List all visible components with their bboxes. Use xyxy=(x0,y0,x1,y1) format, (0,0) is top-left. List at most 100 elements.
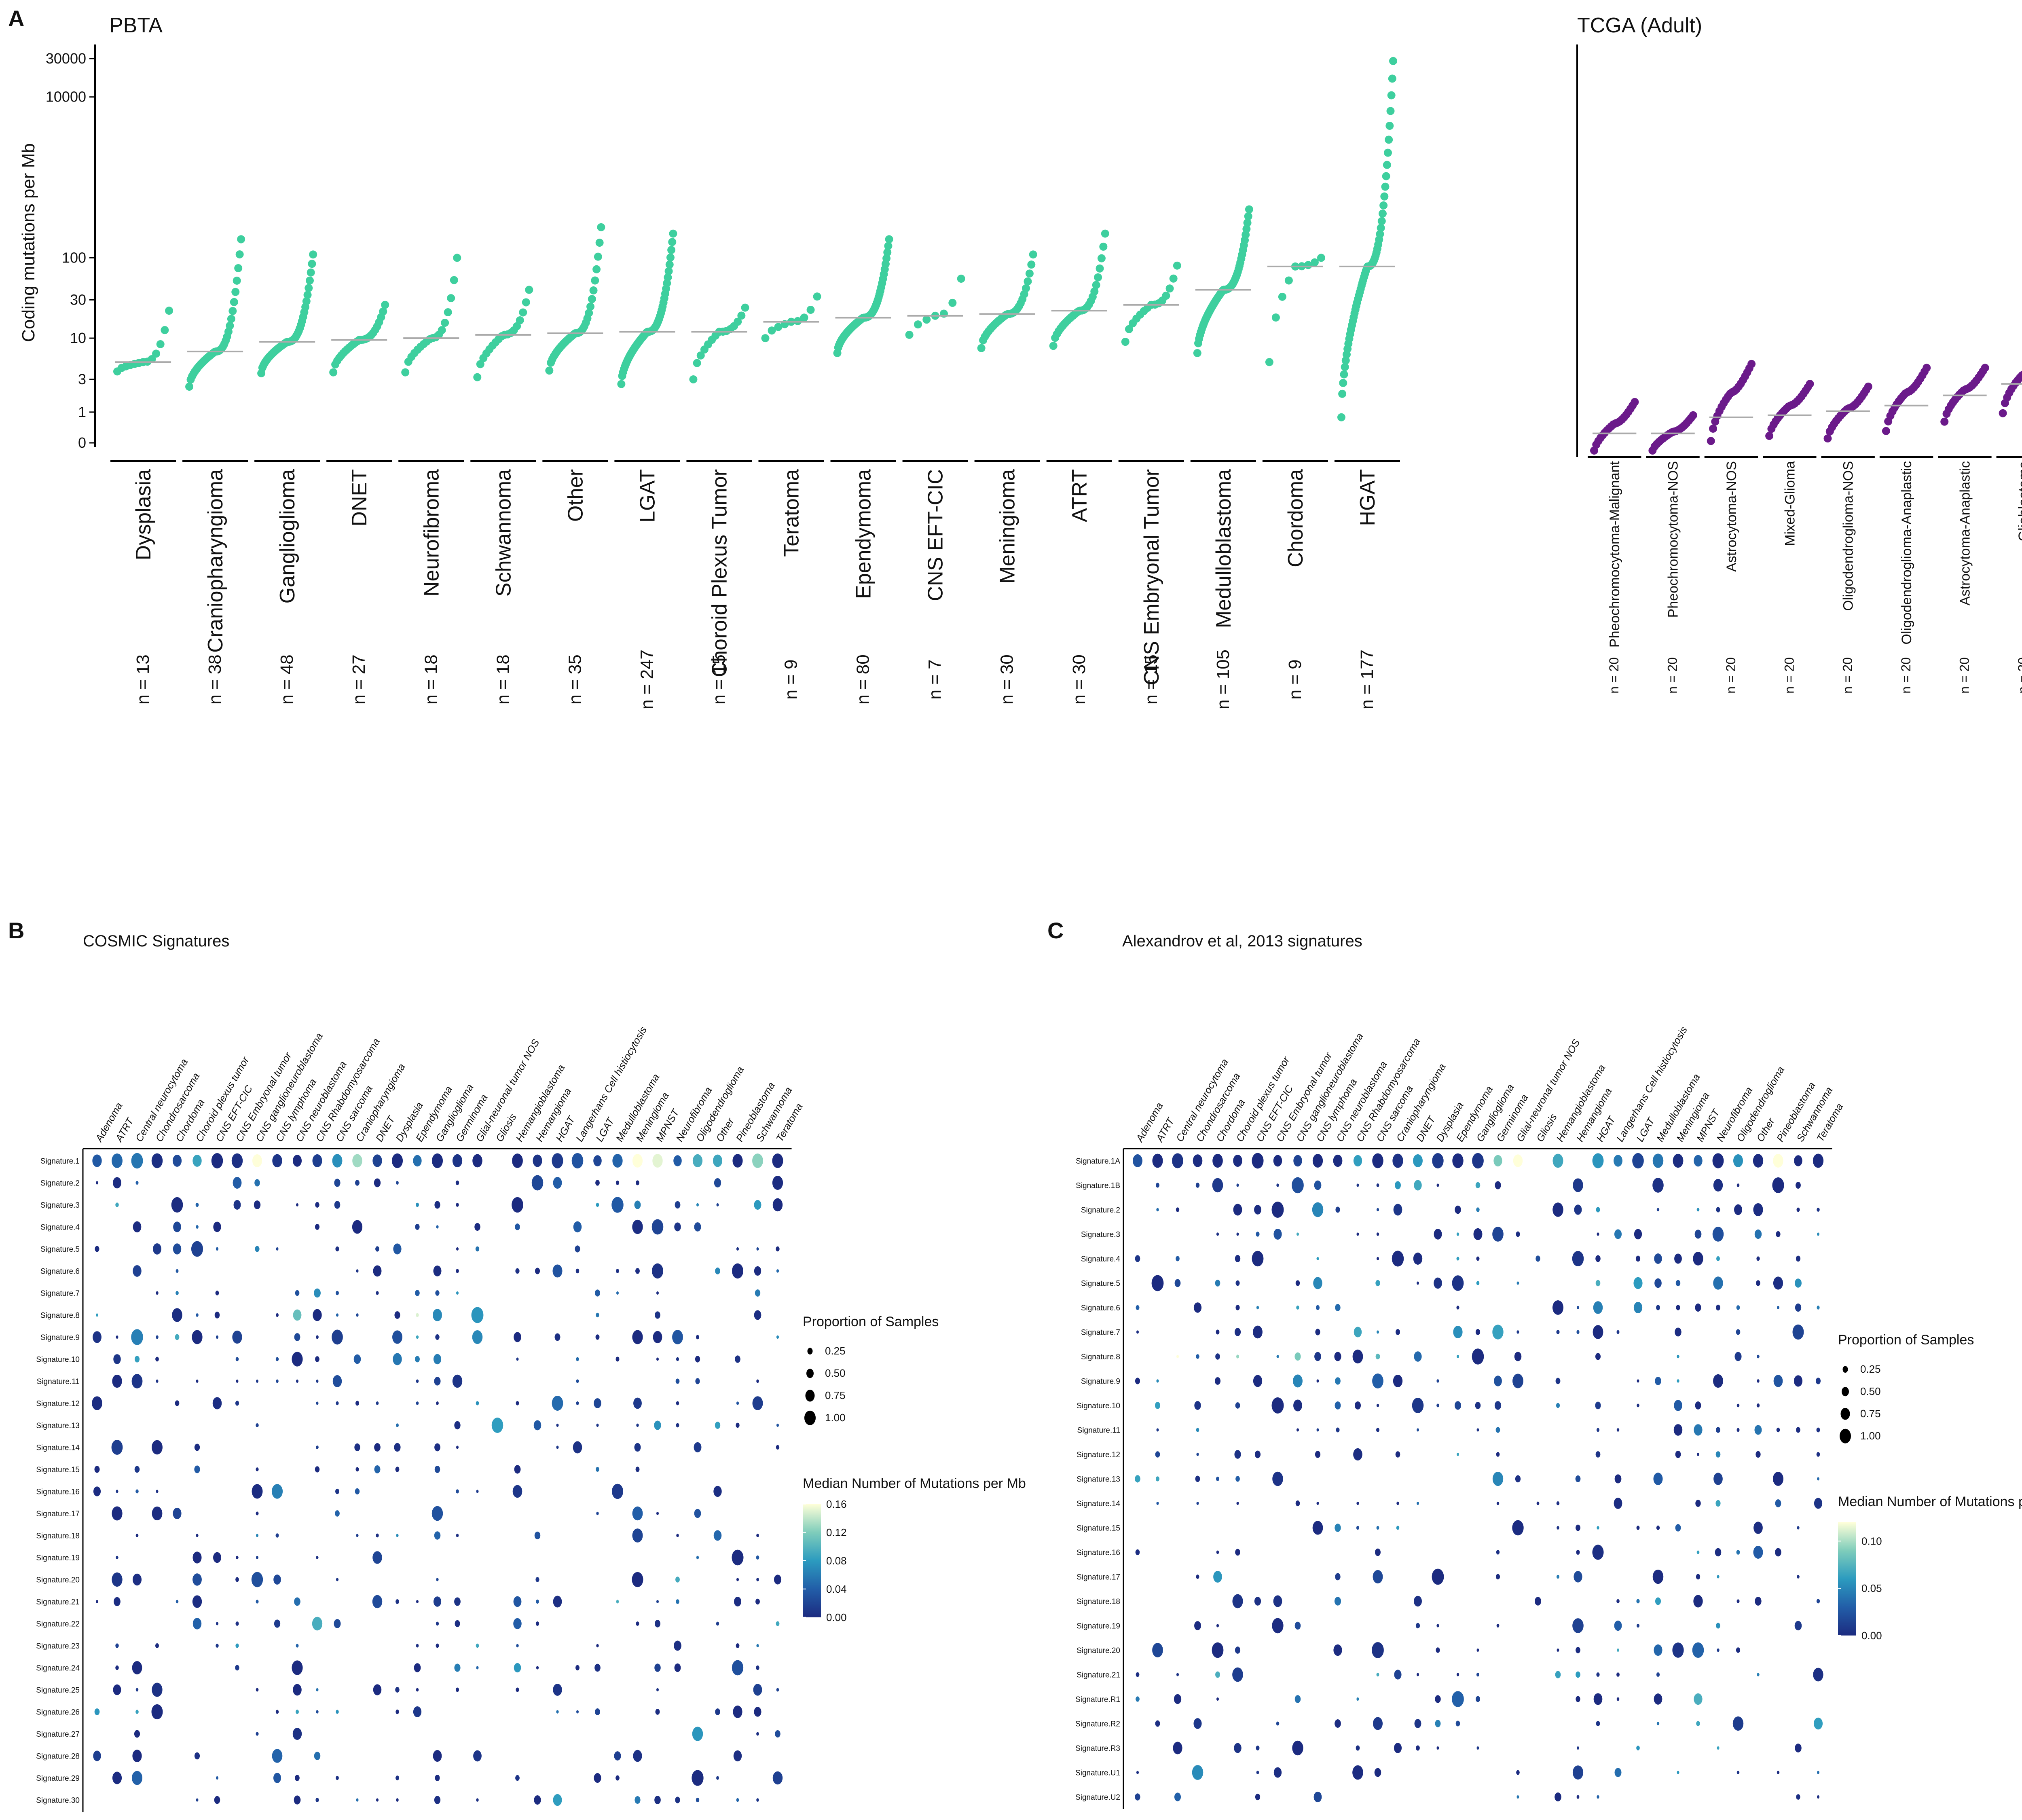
signature-dot xyxy=(256,1600,259,1604)
signature-dot xyxy=(416,1202,419,1207)
signature-dot xyxy=(596,1423,599,1427)
signature-dot xyxy=(1576,1306,1580,1310)
signature-dot xyxy=(535,1577,539,1582)
signature-dot xyxy=(155,1357,159,1362)
signature-dot xyxy=(456,1489,459,1494)
signature-dot xyxy=(132,1750,142,1762)
signature-dot xyxy=(332,1154,343,1168)
signature-dot xyxy=(534,1795,541,1805)
n-label: n = 177 xyxy=(1357,650,1377,709)
data-point xyxy=(774,323,783,331)
y-tick-label: 0 xyxy=(78,434,86,451)
signature-dot xyxy=(514,1663,521,1673)
signature-dot xyxy=(256,1555,259,1560)
data-point xyxy=(1310,258,1319,267)
signature-dot xyxy=(353,1354,361,1364)
signature-dot xyxy=(754,1200,761,1210)
signature-label: Signature.U2 xyxy=(1075,1793,1120,1802)
signature-dot xyxy=(396,1423,399,1427)
signature-dot xyxy=(216,1776,219,1780)
signature-dot xyxy=(1196,1452,1199,1456)
signature-dot xyxy=(474,1223,480,1231)
signature-dot xyxy=(1292,1177,1304,1194)
signature-dot xyxy=(1212,1642,1224,1658)
signature-label: Signature.U1 xyxy=(1075,1769,1120,1778)
signature-dot xyxy=(1572,1765,1584,1780)
signature-dot xyxy=(214,1312,220,1318)
data-point xyxy=(1385,135,1393,144)
data-point xyxy=(586,303,595,311)
signature-dot xyxy=(1476,1256,1480,1261)
signature-dot xyxy=(393,1353,402,1365)
signature-dot xyxy=(1555,1378,1561,1384)
data-point xyxy=(1689,411,1697,419)
signature-dot xyxy=(1396,1501,1399,1505)
data-point xyxy=(1271,313,1280,322)
signature-dot xyxy=(1473,1228,1483,1240)
signature-dot xyxy=(276,1379,279,1383)
signature-dot xyxy=(1414,1719,1421,1728)
signature-dot xyxy=(752,1396,763,1410)
data-point xyxy=(1338,389,1347,398)
signature-dot xyxy=(434,1443,440,1452)
signature-dot xyxy=(1516,1231,1520,1237)
size-legend-label: 1.00 xyxy=(825,1412,846,1424)
signature-dot xyxy=(1753,1546,1763,1559)
signature-dot xyxy=(1652,1569,1664,1584)
signature-dot xyxy=(695,1356,700,1363)
data-point xyxy=(1864,382,1872,391)
signature-label: Signature.15 xyxy=(1077,1524,1120,1533)
signature-label: Signature.17 xyxy=(1077,1573,1120,1582)
signature-dot xyxy=(1614,1768,1622,1777)
data-point xyxy=(1027,260,1036,269)
signature-label: Signature.12 xyxy=(36,1400,80,1408)
signature-dot xyxy=(514,1332,521,1342)
signature-dot xyxy=(516,1644,519,1648)
signature-dot xyxy=(1496,1501,1500,1505)
signature-dot xyxy=(772,1771,783,1785)
signature-dot xyxy=(476,1666,479,1670)
signature-dot xyxy=(1716,1623,1720,1629)
n-label: n = 30 xyxy=(997,654,1017,705)
signature-label: Signature.21 xyxy=(1077,1671,1120,1680)
signature-label: Signature.R2 xyxy=(1075,1720,1120,1729)
signature-dot xyxy=(1252,1251,1264,1267)
signature-dot xyxy=(235,1401,239,1406)
signature-dot xyxy=(275,1357,279,1361)
signature-dot xyxy=(1335,1524,1341,1532)
signature-dot xyxy=(196,1313,199,1317)
signature-dot xyxy=(134,1466,140,1473)
signature-dot xyxy=(596,1202,599,1207)
signature-dot xyxy=(1695,1303,1701,1312)
signature-dot xyxy=(1254,1205,1261,1215)
signature-dot xyxy=(1436,1624,1439,1627)
signature-dot xyxy=(1376,1232,1379,1236)
signature-dot xyxy=(676,1401,679,1405)
signature-dot xyxy=(1572,1251,1584,1267)
signature-dot xyxy=(93,1750,101,1761)
signature-dot xyxy=(93,1486,101,1496)
signature-dot xyxy=(296,1710,299,1714)
signature-dot xyxy=(516,1401,519,1405)
signature-dot xyxy=(1792,1324,1804,1340)
signature-dot xyxy=(372,1154,382,1167)
signature-dot xyxy=(596,1467,599,1472)
signature-dot xyxy=(176,1600,179,1604)
signature-dot xyxy=(1572,1618,1584,1633)
signature-dot xyxy=(715,1708,720,1715)
signature-dot xyxy=(1634,1229,1642,1240)
n-label: n = 35 xyxy=(565,654,585,705)
signature-dot xyxy=(135,1688,139,1692)
signature-dot xyxy=(1312,1521,1323,1535)
signature-dot xyxy=(732,1660,744,1676)
signature-dot xyxy=(1616,1330,1620,1334)
signature-dot xyxy=(1755,1597,1762,1606)
signature-dot xyxy=(1234,1450,1241,1459)
signature-dot xyxy=(614,1751,621,1761)
signature-dot xyxy=(175,1334,180,1340)
category-label: HGAT xyxy=(1356,469,1379,526)
signature-dot xyxy=(535,1268,540,1274)
signature-dot xyxy=(1196,1354,1199,1359)
signature-dot xyxy=(1677,1379,1679,1383)
size-legend-dot xyxy=(805,1390,815,1402)
